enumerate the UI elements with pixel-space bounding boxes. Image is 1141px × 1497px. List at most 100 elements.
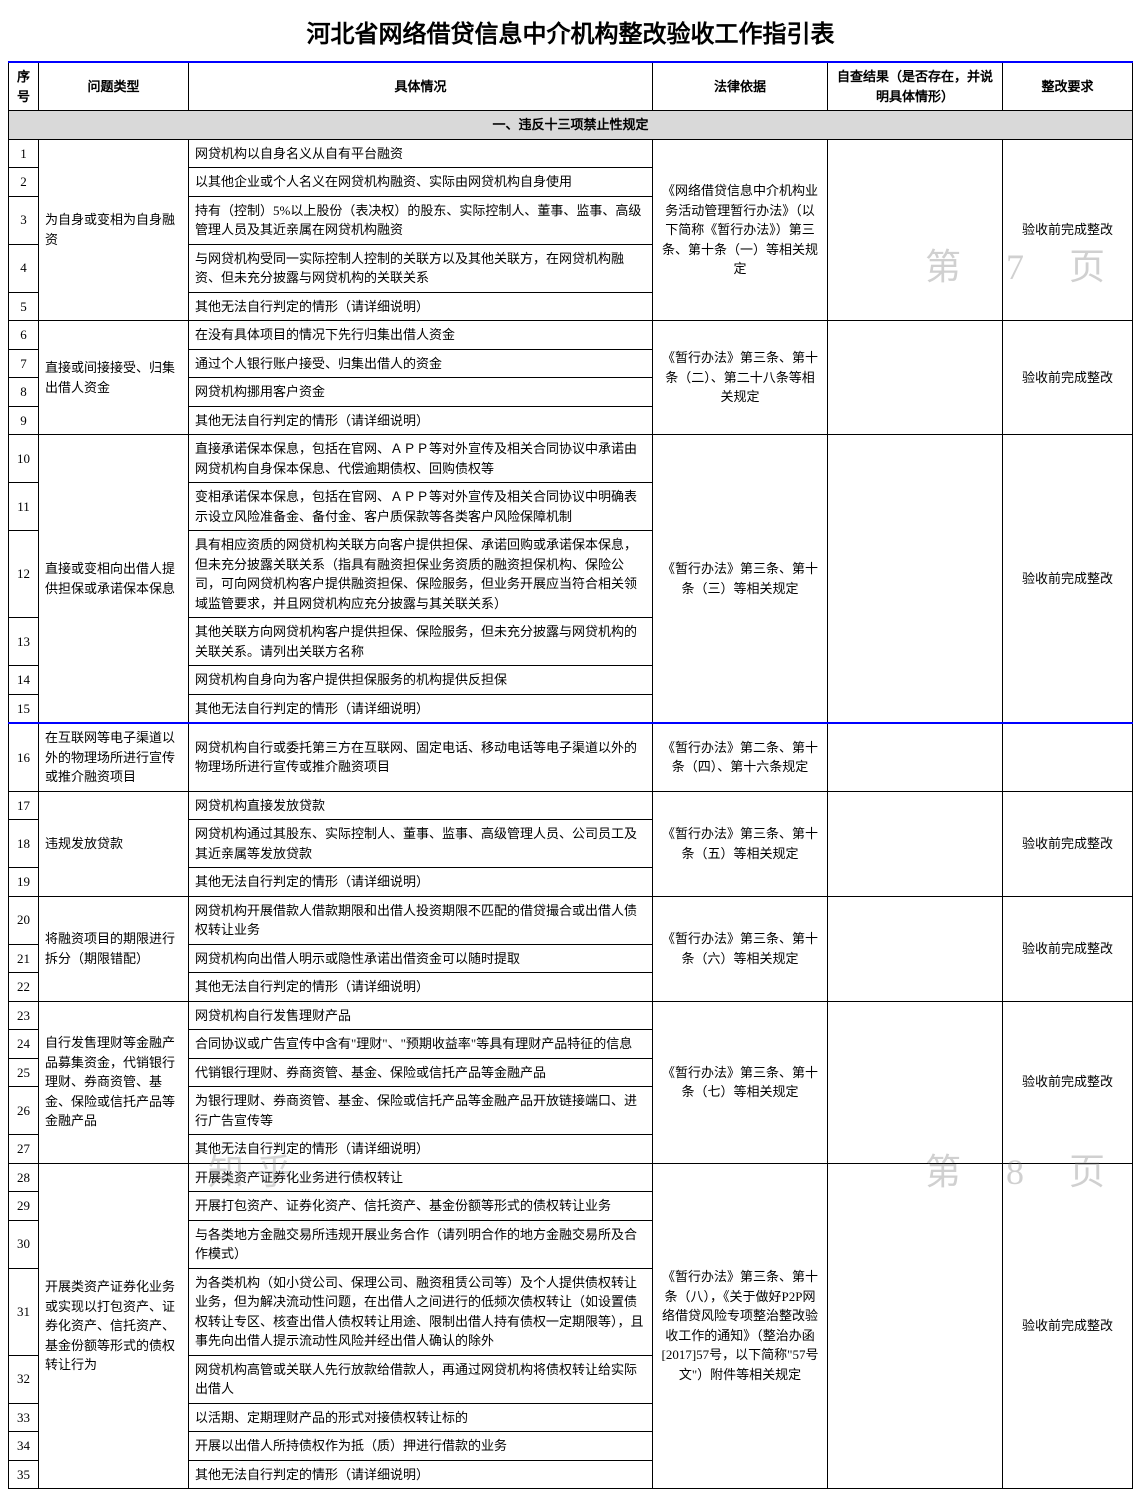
row-detail: 网贷机构自行或委托第三方在互联网、固定电话、移动电话等电子渠道以外的物理场所进行…: [189, 723, 653, 791]
requirement: 验收前完成整改: [1003, 321, 1133, 435]
row-detail: 在没有具体项目的情况下先行归集出借人资金: [189, 321, 653, 350]
col-detail: 具体情况: [189, 62, 653, 111]
self-check: [828, 321, 1003, 435]
problem-type: 将融资项目的期限进行拆分（期限错配）: [39, 896, 189, 1001]
row-detail: 网贷机构通过其股东、实际控制人、董事、监事、高级管理人员、公司员工及其近亲属等发…: [189, 820, 653, 868]
row-num: 16: [9, 723, 39, 791]
row-detail: 网贷机构自行发售理财产品: [189, 1001, 653, 1030]
row-detail: 开展打包资产、证券化资产、信托资产、基金份额等形式的债权转让业务: [189, 1192, 653, 1221]
row-num: 13: [9, 618, 39, 666]
row-detail: 网贷机构自身向为客户提供担保服务的机构提供反担保: [189, 666, 653, 695]
row-num: 20: [9, 896, 39, 944]
requirement: 验收前完成整改: [1003, 896, 1133, 1001]
problem-type: 违规发放贷款: [39, 791, 189, 896]
row-detail: 其他无法自行判定的情形（请详细说明）: [189, 694, 653, 723]
row-detail: 通过个人银行账户接受、归集出借人的资金: [189, 349, 653, 378]
row-num: 4: [9, 244, 39, 292]
problem-type: 开展类资产证券化业务或实现以打包资产、证券化资产、信托资产、基金份额等形式的债权…: [39, 1163, 189, 1489]
problem-type: 直接或间接接受、归集出借人资金: [39, 321, 189, 435]
self-check: [828, 791, 1003, 896]
problem-type: 自行发售理财等金融产品募集资金，代销银行理财、券商资管、基金、保险或信托产品等金…: [39, 1001, 189, 1163]
col-seq: 序号: [9, 62, 39, 111]
row-detail: 持有（控制）5%以上股份（表决权）的股东、实际控制人、董事、监事、高级管理人员及…: [189, 196, 653, 244]
row-num: 17: [9, 791, 39, 820]
self-check: [828, 1163, 1003, 1489]
row-detail: 网贷机构以自身名义从自有平台融资: [189, 139, 653, 168]
law-basis: 《暂行办法》第三条、第十条（八），《关于做好P2P网络借贷风险专项整治整改验收工…: [653, 1163, 828, 1489]
row-detail: 开展类资产证券化业务进行债权转让: [189, 1163, 653, 1192]
row-detail: 其他无法自行判定的情形（请详细说明）: [189, 868, 653, 897]
col-type: 问题类型: [39, 62, 189, 111]
row-num: 28: [9, 1163, 39, 1192]
row-num: 24: [9, 1030, 39, 1059]
row-detail: 代销银行理财、券商资管、基金、保险或信托产品等金融产品: [189, 1058, 653, 1087]
col-result: 自查结果（是否存在，并说明具体情形）: [828, 62, 1003, 111]
section-header: 一、违反十三项禁止性规定: [9, 111, 1133, 140]
requirement: 验收前完成整改: [1003, 1001, 1133, 1163]
row-num: 33: [9, 1403, 39, 1432]
row-detail: 与网贷机构受同一实际控制人控制的关联方以及其他关联方，在网贷机构融资、但未充分披…: [189, 244, 653, 292]
row-detail: 以其他企业或个人名义在网贷机构融资、实际由网贷机构自身使用: [189, 168, 653, 197]
row-num: 21: [9, 944, 39, 973]
self-check: [828, 139, 1003, 321]
row-num: 3: [9, 196, 39, 244]
row-num: 26: [9, 1087, 39, 1135]
row-num: 30: [9, 1220, 39, 1268]
main-table: 序号 问题类型 具体情况 法律依据 自查结果（是否存在，并说明具体情形） 整改要…: [8, 61, 1133, 1489]
row-num: 12: [9, 531, 39, 618]
row-detail: 合同协议或广告宣传中含有"理财"、"预期收益率"等具有理财产品特征的信息: [189, 1030, 653, 1059]
col-law: 法律依据: [653, 62, 828, 111]
law-basis: 《暂行办法》第三条、第十条（二）、第二十八条等相关规定: [653, 321, 828, 435]
row-num: 11: [9, 483, 39, 531]
law-basis: 《暂行办法》第二条、第十条（四）、第十六条规定: [653, 723, 828, 791]
row-detail: 为银行理财、券商资管、基金、保险或信托产品等金融产品开放链接端口、进行广告宣传等: [189, 1087, 653, 1135]
row-num: 7: [9, 349, 39, 378]
row-detail: 直接承诺保本保息，包括在官网、ＡＰＰ等对外宣传及相关合同协议中承诺由网贷机构自身…: [189, 435, 653, 483]
row-num: 23: [9, 1001, 39, 1030]
row-num: 1: [9, 139, 39, 168]
row-num: 10: [9, 435, 39, 483]
row-detail: 其他无法自行判定的情形（请详细说明）: [189, 292, 653, 321]
law-basis: 《暂行办法》第三条、第十条（七）等相关规定: [653, 1001, 828, 1163]
problem-type: 在互联网等电子渠道以外的物理场所进行宣传或推介融资项目: [39, 723, 189, 791]
row-detail: 网贷机构高管或关联人先行放款给借款人，再通过网贷机构将债权转让给实际出借人: [189, 1355, 653, 1403]
row-num: 5: [9, 292, 39, 321]
row-num: 19: [9, 868, 39, 897]
self-check: [828, 723, 1003, 791]
row-detail: 与各类地方金融交易所违规开展业务合作（请列明合作的地方金融交易所及合作模式）: [189, 1220, 653, 1268]
requirement: [1003, 723, 1133, 791]
row-num: 8: [9, 378, 39, 407]
row-detail: 网贷机构向出借人明示或隐性承诺出借资金可以随时提取: [189, 944, 653, 973]
row-detail: 网贷机构直接发放贷款: [189, 791, 653, 820]
problem-type: 为自身或变相为自身融资: [39, 139, 189, 321]
row-num: 18: [9, 820, 39, 868]
row-num: 31: [9, 1268, 39, 1355]
row-detail: 开展以出借人所持债权作为抵（质）押进行借款的业务: [189, 1432, 653, 1461]
row-detail: 其他无法自行判定的情形（请详细说明）: [189, 1135, 653, 1164]
row-num: 34: [9, 1432, 39, 1461]
row-detail: 变相承诺保本保息，包括在官网、ＡＰＰ等对外宣传及相关合同协议中明确表示设立风险准…: [189, 483, 653, 531]
row-detail: 其他无法自行判定的情形（请详细说明）: [189, 1460, 653, 1489]
doc-title: 河北省网络借贷信息中介机构整改验收工作指引表: [8, 8, 1133, 61]
row-detail: 网贷机构挪用客户资金: [189, 378, 653, 407]
row-detail: 网贷机构开展借款人借款期限和出借人投资期限不匹配的借贷撮合或出借人债权转让业务: [189, 896, 653, 944]
row-num: 32: [9, 1355, 39, 1403]
law-basis: 《暂行办法》第三条、第十条（六）等相关规定: [653, 896, 828, 1001]
row-num: 14: [9, 666, 39, 695]
row-num: 9: [9, 406, 39, 435]
row-detail: 以活期、定期理财产品的形式对接债权转让标的: [189, 1403, 653, 1432]
row-num: 6: [9, 321, 39, 350]
row-num: 25: [9, 1058, 39, 1087]
row-num: 2: [9, 168, 39, 197]
col-req: 整改要求: [1003, 62, 1133, 111]
self-check: [828, 1001, 1003, 1163]
requirement: 验收前完成整改: [1003, 435, 1133, 724]
requirement: 验收前完成整改: [1003, 139, 1133, 321]
row-num: 22: [9, 973, 39, 1002]
row-detail: 具有相应资质的网贷机构关联方向客户提供担保、承诺回购或承诺保本保息，但未充分披露…: [189, 531, 653, 618]
row-detail: 其他无法自行判定的情形（请详细说明）: [189, 406, 653, 435]
law-basis: 《网络借贷信息中介机构业务活动管理暂行办法》（以下简称《暂行办法》）第三条、第十…: [653, 139, 828, 321]
row-detail: 其他关联方向网贷机构客户提供担保、保险服务，但未充分披露与网贷机构的关联关系。请…: [189, 618, 653, 666]
requirement: 验收前完成整改: [1003, 1163, 1133, 1489]
row-num: 35: [9, 1460, 39, 1489]
